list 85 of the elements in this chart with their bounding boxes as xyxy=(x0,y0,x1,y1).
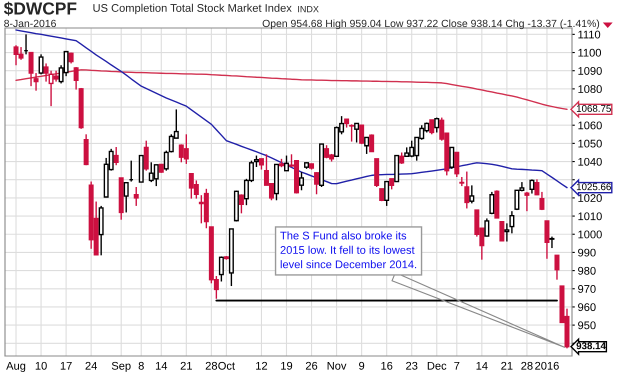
candlestick xyxy=(539,191,544,211)
candlestick xyxy=(469,184,474,204)
y-tick-label: 1060 xyxy=(578,121,602,130)
candlestick xyxy=(554,254,560,280)
y-tick-label: 1040 xyxy=(578,158,602,166)
candlestick xyxy=(299,171,304,191)
data-label: 1068.75 xyxy=(576,105,611,112)
x-tick-label: 8 xyxy=(138,362,144,370)
y-tick-label: 960 xyxy=(578,303,596,312)
candlestick xyxy=(449,146,454,170)
y-tick-label: 1050 xyxy=(578,140,602,148)
y-tick-label: 950 xyxy=(578,321,596,330)
annotation: The S Fund also broke its 2015 low. It fell to its lowest level since December 2014. xyxy=(280,231,416,268)
candlestick xyxy=(364,136,370,155)
candlestick xyxy=(434,116,440,134)
y-tick-label: 1020 xyxy=(578,194,602,202)
candlestick xyxy=(34,72,39,92)
candlestick xyxy=(384,180,390,207)
x-tick-label: Sep xyxy=(112,362,131,372)
candlestick xyxy=(284,154,289,172)
x-tick-label: 16 xyxy=(381,362,392,370)
x-tick-label: 14 xyxy=(476,362,488,370)
chart-title: $DWCPF xyxy=(4,2,76,16)
annotation: Open 954.68 High 959.04 Low 937.22 Close 938.14 Chg -13.37 (-1.41%) xyxy=(262,19,600,30)
x-tick-label: 28 xyxy=(206,362,218,370)
candlestick xyxy=(144,140,149,172)
x-tick-label: Oct xyxy=(218,362,235,370)
y-tick-label: 1090 xyxy=(578,66,602,75)
line-series xyxy=(15,29,568,188)
candlestick xyxy=(359,124,364,145)
x-tick-label: 17 xyxy=(60,362,72,370)
candlestick xyxy=(218,256,224,282)
x-tick-label: 21 xyxy=(501,362,513,370)
x-tick-label: 23 xyxy=(406,362,418,370)
x-tick-label: Nov xyxy=(328,362,346,370)
candlestick xyxy=(544,220,550,260)
candlestick xyxy=(529,178,534,194)
chart-subtitle: US Completion Total Stock Market Index xyxy=(93,4,292,14)
x-tick-label: 12 xyxy=(256,362,268,370)
candlestick xyxy=(399,152,404,165)
x-tick-label: 9 xyxy=(359,362,364,370)
candlestick xyxy=(68,52,74,64)
x-tick-label: 26 xyxy=(306,362,318,370)
candlestick xyxy=(354,122,360,144)
x-tick-label: 7 xyxy=(454,362,460,370)
candlestick xyxy=(454,152,460,178)
y-tick-label: 1100 xyxy=(578,48,602,57)
candlestick xyxy=(349,124,354,142)
candlestick xyxy=(484,218,490,238)
x-tick-label: 28 xyxy=(521,362,533,370)
x-tick-label: Aug xyxy=(6,362,26,372)
candlestick xyxy=(489,191,494,215)
y-tick-label: 980 xyxy=(578,266,596,275)
candlestick xyxy=(549,236,554,249)
x-tick-label: 24 xyxy=(86,362,98,370)
candlestick xyxy=(369,134,374,152)
y-tick-label: 1010 xyxy=(578,212,602,220)
candlestick xyxy=(124,182,129,214)
candlestick xyxy=(28,52,34,87)
x-tick-label: 21 xyxy=(180,362,192,370)
x-tick-label: Dec xyxy=(428,362,446,370)
x-tick-label: 14 xyxy=(156,362,168,370)
candlestick xyxy=(379,188,384,202)
candlestick xyxy=(429,119,434,135)
candlestick xyxy=(534,178,540,196)
y-tick-label: 990 xyxy=(578,248,596,257)
candlestick xyxy=(134,186,139,207)
x-tick-label: 10 xyxy=(36,362,47,370)
y-tick-label: 1110 xyxy=(578,30,600,38)
candlestick xyxy=(389,178,394,190)
candlestick xyxy=(314,171,320,195)
candlestick xyxy=(238,194,244,214)
candlestick xyxy=(258,158,264,170)
candlestick xyxy=(38,54,44,76)
y-tick-label: 1080 xyxy=(578,85,602,94)
text: 8-Jan-2016 xyxy=(4,20,56,28)
text: INDX xyxy=(298,6,319,12)
candlestick xyxy=(114,146,119,166)
x-tick-label: 2016 xyxy=(535,362,559,370)
y-tick-label: 970 xyxy=(578,285,596,293)
data-label: 1025.66 xyxy=(576,183,611,190)
candlestick xyxy=(524,191,530,212)
y-tick-label: 1000 xyxy=(578,230,602,238)
candlestick xyxy=(499,221,504,242)
x-tick-label: 19 xyxy=(281,362,292,370)
